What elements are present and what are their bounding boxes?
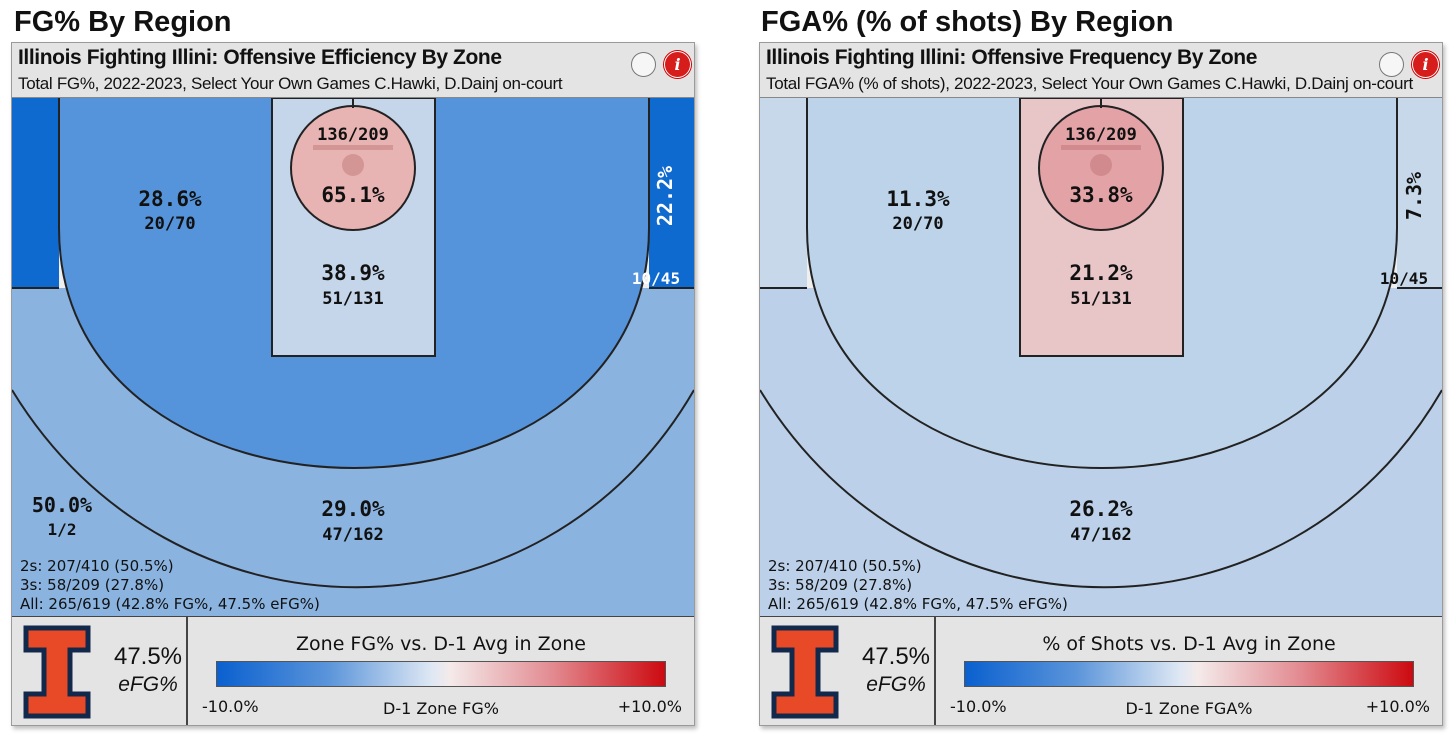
three-made-att: 47/162 xyxy=(322,525,383,545)
paint-outline xyxy=(271,98,436,357)
shot-chart-panel: Illinois Fighting Illini: Offensive Freq… xyxy=(759,42,1443,726)
summary-2s: 2s: 207/410 (50.5%) xyxy=(20,557,174,575)
footer-divider xyxy=(934,617,936,725)
three-point-line xyxy=(760,389,1442,589)
legend-max-label: +10.0% xyxy=(1365,697,1430,716)
info-icon[interactable]: i xyxy=(1412,51,1439,78)
hoop xyxy=(342,154,364,176)
chart-subtitle: Total FGA% (% of shots), 2022-2023, Sele… xyxy=(766,74,1413,93)
summary-3s: 3s: 58/209 (27.8%) xyxy=(20,576,164,594)
midrange-made-att: 20/70 xyxy=(144,214,195,234)
illinois-logo xyxy=(771,625,839,719)
midrange-arc xyxy=(806,98,1398,469)
rim-pct: 33.8% xyxy=(1069,183,1133,207)
midrange-arc xyxy=(58,98,650,469)
footer-divider xyxy=(186,617,188,725)
paint-pct: 21.2% xyxy=(1069,261,1133,285)
efg-label: eFG% xyxy=(118,673,178,696)
zone-rim xyxy=(1039,106,1163,230)
midrange-pct: 28.6% xyxy=(138,187,202,211)
shot-chart-panel: Illinois Fighting Illini: Offensive Effi… xyxy=(11,42,695,726)
summary-3s: 3s: 58/209 (27.8%) xyxy=(768,576,912,594)
zone-left-corner-three xyxy=(12,98,59,288)
chart-footer: 47.5% eFG% % of Shots vs. D-1 Avg in Zon… xyxy=(760,616,1442,725)
summary-all: All: 265/619 (42.8% FG%, 47.5% eFG%) xyxy=(768,595,1068,613)
legend-axis-label: D-1 Zone FGA% xyxy=(1125,699,1253,718)
paint-pct: 38.9% xyxy=(321,261,385,285)
chart-footer: 47.5% eFG% Zone FG% vs. D-1 Avg in Zone … xyxy=(12,616,694,725)
corner-pct: 22.2% xyxy=(653,166,677,226)
long-pct: 50.0% xyxy=(32,493,92,517)
zone-right-corner-three xyxy=(649,98,694,288)
legend-color-bar xyxy=(964,661,1414,687)
legend-min-label: -10.0% xyxy=(202,697,259,716)
corner-made-att: 10/45 xyxy=(1380,269,1428,288)
info-icon[interactable]: i xyxy=(664,51,691,78)
chart-title: Illinois Fighting Illini: Offensive Freq… xyxy=(766,46,1258,69)
toggle-circle-button[interactable] xyxy=(631,52,656,77)
hoop xyxy=(1090,154,1112,176)
rim-made-att: 136/209 xyxy=(317,125,389,145)
summary-all: All: 265/619 (42.8% FG%, 47.5% eFG%) xyxy=(20,595,320,613)
three-made-att: 47/162 xyxy=(1070,525,1131,545)
legend-axis-label: D-1 Zone FG% xyxy=(383,699,499,718)
chart-subtitle: Total FG%, 2022-2023, Select Your Own Ga… xyxy=(18,74,563,93)
zone-right-corner-three xyxy=(1397,98,1442,288)
paint-made-att: 51/131 xyxy=(322,289,383,309)
midrange-made-att: 20/70 xyxy=(892,214,943,234)
legend-title: Zone FG% vs. D-1 Avg in Zone xyxy=(296,633,586,655)
paint-outline xyxy=(1019,98,1184,357)
midrange-pct: 11.3% xyxy=(886,187,950,211)
summary-2s: 2s: 207/410 (50.5%) xyxy=(768,557,922,575)
chart-header: Illinois Fighting Illini: Offensive Freq… xyxy=(760,43,1442,98)
court-svg: 136/209 33.8% 21.2% 51/131 11.3% 20/70 7… xyxy=(760,98,1442,616)
legend-min-label: -10.0% xyxy=(950,697,1007,716)
efg-value: 47.5% xyxy=(113,643,183,670)
legend-title: % of Shots vs. D-1 Avg in Zone xyxy=(1042,633,1336,655)
backboard xyxy=(1061,145,1141,150)
court-svg: 136/209 65.1% 38.9% 51/131 28.6% 20/70 2… xyxy=(12,98,694,616)
backboard xyxy=(313,145,393,150)
corner-made-att: 10/45 xyxy=(632,269,680,288)
legend-max-label: +10.0% xyxy=(617,697,682,716)
efg-value: 47.5% xyxy=(861,643,931,670)
rim-made-att: 136/209 xyxy=(1065,125,1137,145)
chart-header: Illinois Fighting Illini: Offensive Effi… xyxy=(12,43,694,98)
rim-pct: 65.1% xyxy=(321,183,385,207)
three-point-line xyxy=(12,389,694,589)
legend-color-bar xyxy=(216,661,666,687)
paint-made-att: 51/131 xyxy=(1070,289,1131,309)
three-pct: 26.2% xyxy=(1069,497,1133,521)
long-made-att: 1/2 xyxy=(48,520,77,539)
figure-title: FG% By Region xyxy=(14,6,232,38)
efg-label: eFG% xyxy=(866,673,926,696)
corner-pct: 7.3% xyxy=(1402,172,1426,220)
toggle-circle-button[interactable] xyxy=(1379,52,1404,77)
zone-left-corner-three xyxy=(760,98,807,288)
figure-title: FGA% (% of shots) By Region xyxy=(761,6,1174,38)
zone-rim xyxy=(291,106,415,230)
illinois-logo xyxy=(23,625,91,719)
chart-title: Illinois Fighting Illini: Offensive Effi… xyxy=(18,46,502,69)
three-pct: 29.0% xyxy=(321,497,385,521)
